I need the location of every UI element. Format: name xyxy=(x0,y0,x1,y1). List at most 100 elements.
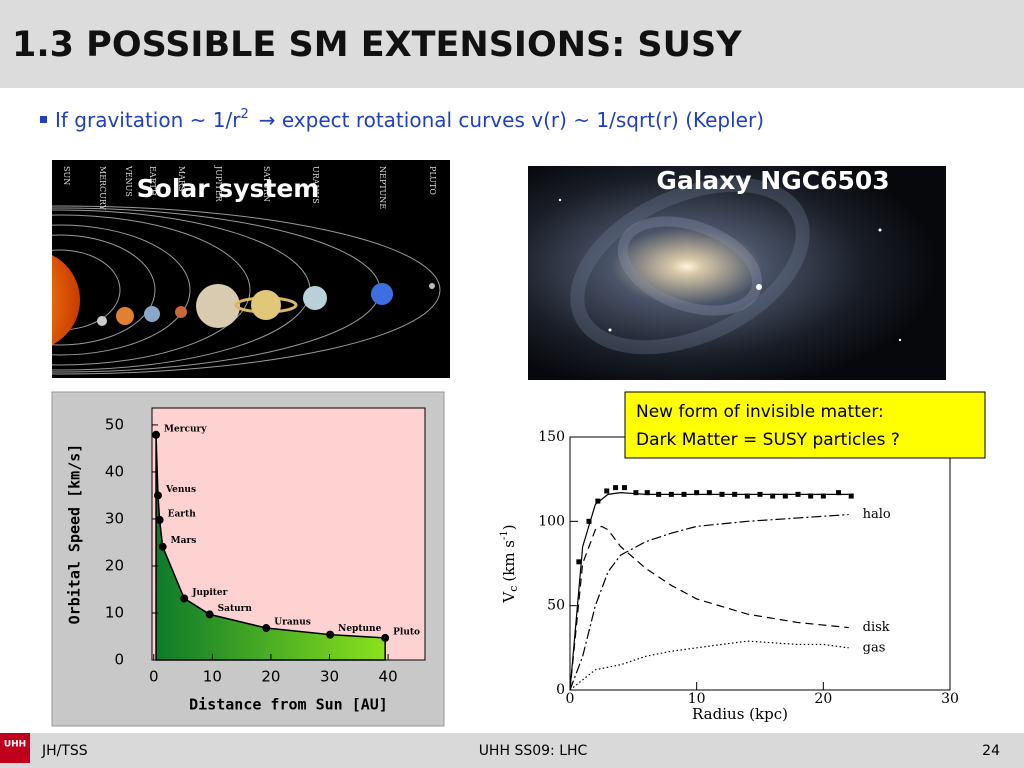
y-axis-label-part: -1 xyxy=(499,530,510,540)
point xyxy=(262,624,271,633)
curve xyxy=(569,513,849,691)
y-axis-label: Orbital Speed [km/s] xyxy=(66,444,84,625)
data-point xyxy=(595,498,601,504)
x-axis-label: Distance from Sun [AU] xyxy=(189,696,388,714)
data-point xyxy=(808,493,814,499)
point-label: Pluto xyxy=(393,627,420,637)
galaxy-caption: Galaxy NGC6503 xyxy=(656,166,889,195)
solar-image xyxy=(0,160,450,378)
point xyxy=(205,610,214,619)
curve-label: halo xyxy=(863,507,891,522)
point-label: Saturn xyxy=(218,604,253,614)
data-point xyxy=(644,490,650,496)
data-point xyxy=(621,485,627,491)
planet-label: VENUS xyxy=(124,165,133,197)
footer-center: UHH SS09: LHC xyxy=(479,743,588,759)
planet-label: EARTH xyxy=(148,166,157,196)
point-label: Neptune xyxy=(338,624,381,634)
planet-label: MERCURY xyxy=(98,166,107,211)
x-tick-label: 10 xyxy=(688,691,706,707)
point-label: Earth xyxy=(168,509,197,519)
data-point xyxy=(706,490,712,496)
x-tick-label: 20 xyxy=(814,691,832,707)
page-number: 24 xyxy=(982,743,1000,759)
y-axis-label: Vc (km s-1) xyxy=(499,524,521,603)
x-tick-label: 0 xyxy=(566,691,575,707)
data-point xyxy=(836,490,842,496)
curve xyxy=(569,640,849,691)
curve-label: disk xyxy=(863,620,890,635)
x-tick-label: 20 xyxy=(261,668,280,686)
x-tick-label: 0 xyxy=(149,668,159,686)
data-point xyxy=(604,488,610,494)
point xyxy=(158,542,167,551)
point xyxy=(180,594,189,603)
plot-frame xyxy=(151,407,426,661)
data-point xyxy=(744,493,750,499)
curve xyxy=(569,525,849,691)
point xyxy=(381,633,390,642)
y-tick-label: 40 xyxy=(105,462,124,480)
data-point xyxy=(586,518,592,524)
data-point xyxy=(820,493,826,499)
y-tick-label: 0 xyxy=(556,682,565,698)
callout-line: New form of invisible matter: xyxy=(636,402,884,422)
point xyxy=(326,630,335,639)
solar-caption: Solar system xyxy=(137,174,320,203)
y-axis-label-part: V xyxy=(500,591,518,604)
planet-label: SATURN xyxy=(262,166,271,202)
y-axis-label-part: c xyxy=(507,586,520,592)
point xyxy=(152,430,161,439)
data-point xyxy=(782,493,788,499)
footer-left: JH/TSS xyxy=(41,743,88,759)
point-label: Jupiter xyxy=(191,588,227,598)
planet-label: PLUTO xyxy=(428,166,437,195)
y-tick-label: 100 xyxy=(538,513,565,529)
x-tick-label: 10 xyxy=(203,668,222,686)
planet-label: SUN xyxy=(62,166,71,185)
title-bar xyxy=(0,0,1024,88)
point xyxy=(153,491,162,500)
y-tick-label: 0 xyxy=(114,651,124,669)
data-point xyxy=(613,485,619,491)
logo-text: UHH xyxy=(4,740,26,750)
y-tick-label: 10 xyxy=(105,603,124,621)
data-point xyxy=(633,490,639,496)
y-tick-label: 50 xyxy=(105,415,124,433)
logo xyxy=(0,733,30,763)
y-tick-label: 150 xyxy=(538,429,565,445)
y-tick-label: 20 xyxy=(105,556,124,574)
point-label: Mars xyxy=(171,536,197,546)
footer-bar xyxy=(0,733,1024,768)
x-tick-label: 30 xyxy=(941,691,959,707)
x-tick-label: 30 xyxy=(320,668,339,686)
plot-frame xyxy=(569,436,951,691)
data-point xyxy=(576,559,582,565)
point xyxy=(155,515,164,524)
point-label: Mercury xyxy=(164,424,207,434)
slide-title: 1.3 POSSIBLE SM EXTENSIONS: SUSY xyxy=(12,25,742,65)
y-axis-label-part: (km s xyxy=(500,540,518,582)
x-axis-label: Radius (kpc) xyxy=(692,705,788,723)
data-point xyxy=(770,493,776,499)
galaxy-image xyxy=(528,166,946,380)
y-tick-label: 30 xyxy=(105,509,124,527)
point-label: Venus xyxy=(165,485,196,495)
callout-box xyxy=(624,391,986,459)
curve-label: gas xyxy=(863,640,886,655)
planet-label: URANUS xyxy=(311,166,320,204)
y-tick-label: 50 xyxy=(547,598,565,614)
y-axis-label-part: ) xyxy=(500,524,518,530)
planet-label: JUPITER xyxy=(214,165,223,203)
callout-line: Dark Matter = SUSY particles ? xyxy=(636,430,900,450)
data-point xyxy=(848,493,854,499)
planet-label: NEPTUNE xyxy=(378,166,387,209)
data-point xyxy=(694,490,700,496)
point-label: Uranus xyxy=(274,618,311,628)
bullet-marker xyxy=(40,116,47,123)
curve xyxy=(569,492,849,691)
x-tick-label: 40 xyxy=(379,668,398,686)
bullet-text: If gravitation ~ 1/r2 → expect rotational… xyxy=(55,107,764,132)
planet-label: MARS xyxy=(177,166,186,191)
